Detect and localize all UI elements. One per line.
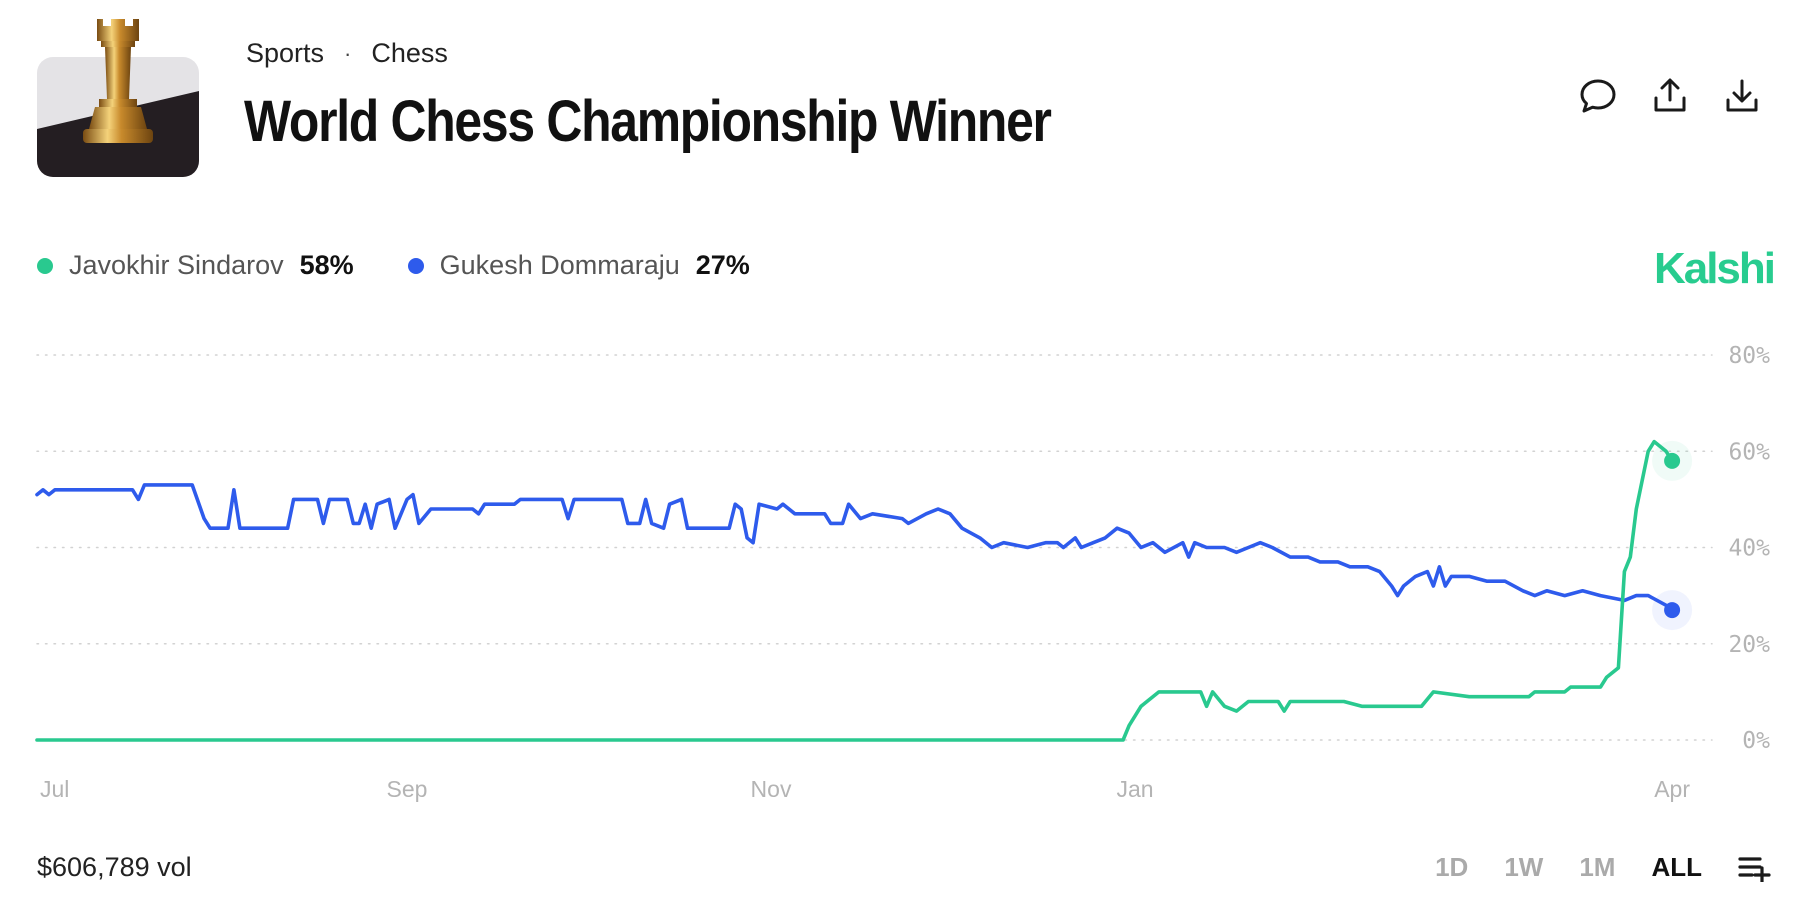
market-thumbnail: [37, 19, 199, 177]
download-icon: [1726, 79, 1758, 112]
range-all[interactable]: ALL: [1651, 852, 1702, 882]
share-icon: [1654, 78, 1686, 112]
price-chart: 80% 60% 40% 20% 0% Jul Sep Nov Jan Apr: [35, 343, 1770, 802]
y-axis: 80% 60% 40% 20% 0%: [1728, 343, 1770, 754]
download-button[interactable]: [1720, 74, 1764, 118]
y-tick-label: 40%: [1728, 536, 1770, 562]
breadcrumb-item-chess[interactable]: Chess: [371, 38, 448, 68]
series-lines: [35, 439, 1693, 742]
legend-dot-sindarov: [37, 257, 53, 274]
brand-logo[interactable]: Kalshi: [1653, 244, 1776, 293]
series-endpoint-dot[interactable]: [1664, 602, 1681, 619]
legend-item-sindarov[interactable]: Javokhir Sindarov 58%: [37, 250, 354, 281]
legend-item-gukesh[interactable]: Gukesh Dommaraju 27%: [407, 250, 750, 281]
range-1d[interactable]: 1D: [1435, 852, 1469, 882]
range-1m[interactable]: 1M: [1579, 852, 1616, 882]
grid-lines: [36, 354, 1713, 741]
series-line-1: [35, 483, 1674, 612]
chess-rook-icon: [37, 19, 199, 177]
legend-dot-gukesh: [407, 257, 424, 274]
breadcrumb-separator: ·: [344, 40, 352, 66]
legend-value: 58%: [299, 250, 354, 280]
chart-options-button[interactable]: [1738, 853, 1774, 883]
x-tick-label: Apr: [1654, 776, 1690, 802]
x-axis: Jul Sep Nov Jan Apr: [40, 776, 1690, 802]
series-endpoint-dot[interactable]: [1664, 452, 1681, 469]
comment-button[interactable]: [1576, 74, 1620, 118]
y-tick-label: 20%: [1728, 632, 1770, 658]
legend-name: Javokhir Sindarov: [69, 250, 284, 280]
range-1w[interactable]: 1W: [1504, 852, 1544, 882]
breadcrumb-item-sports[interactable]: Sports: [246, 38, 325, 68]
y-tick-label: 80%: [1728, 343, 1770, 369]
x-tick-label: Jul: [40, 776, 69, 802]
x-tick-label: Jan: [1116, 776, 1153, 802]
comment-icon: [1580, 79, 1616, 113]
legend-value: 27%: [695, 250, 750, 280]
x-tick-label: Nov: [751, 776, 792, 802]
header-actions: [1576, 74, 1764, 118]
chart-legend: Javokhir Sindarov 58% Gukesh Dommaraju 2…: [37, 250, 804, 281]
y-tick-label: 0%: [1742, 728, 1770, 754]
playlist-add-icon: [1738, 856, 1771, 882]
series-line-0: [35, 439, 1674, 742]
share-button[interactable]: [1648, 74, 1692, 118]
volume-label: $606,789 vol: [37, 852, 192, 882]
x-tick-label: Sep: [387, 776, 428, 802]
legend-name: Gukesh Dommaraju: [439, 250, 680, 280]
page-title: World Chess Championship Winner: [244, 89, 1052, 154]
y-tick-label: 60%: [1728, 439, 1770, 465]
time-range-selector: 1D 1W 1M ALL: [1399, 852, 1774, 883]
breadcrumb: Sports · Chess: [246, 38, 448, 69]
